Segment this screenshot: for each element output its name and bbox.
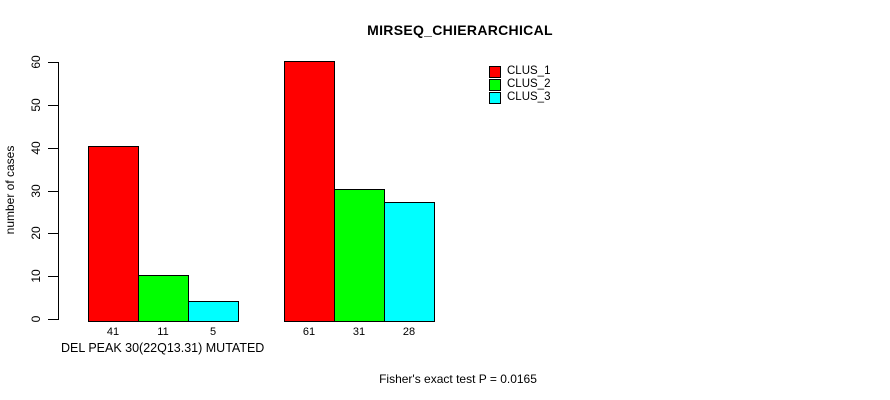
- bar-clus_1-group1: [88, 146, 139, 322]
- y-axis-tick: [48, 62, 58, 63]
- y-axis-tick: [48, 147, 58, 149]
- bar-value-label: 41: [106, 326, 120, 338]
- bar-clus_1-group2: [284, 60, 335, 322]
- y-axis-tick: [48, 190, 58, 192]
- y-axis-tick-label: 20: [29, 226, 43, 241]
- chart-title: MIRSEQ_CHIERARCHICAL: [367, 22, 553, 38]
- y-axis-tick: [48, 319, 58, 320]
- y-axis-tick-label: 30: [29, 183, 43, 198]
- legend-swatch-clus_2: [489, 78, 501, 91]
- bar-value-label: 61: [302, 326, 316, 338]
- y-axis-tick: [48, 276, 58, 278]
- legend-label: CLUS_1: [507, 65, 551, 77]
- y-axis-tick-label: 40: [29, 140, 43, 155]
- legend-item-clus_1: CLUS_1: [489, 65, 550, 78]
- bar-clus_3-group1: [188, 300, 239, 322]
- bar-clus_2-group1: [138, 274, 189, 322]
- bar-clus_2-group2: [334, 189, 385, 322]
- stats-annotation: Fisher's exact test P = 0.0165: [379, 372, 537, 386]
- legend-label: CLUS_3: [507, 91, 551, 103]
- bar-clus_3-group2: [384, 202, 435, 322]
- bar-value-label: 11: [157, 326, 169, 338]
- bar-value-label: 31: [352, 326, 366, 338]
- legend-label: CLUS_2: [507, 78, 551, 90]
- legend-swatch-clus_1: [489, 65, 501, 78]
- x-axis-label: DEL PEAK 30(22Q13.31) MUTATED: [61, 341, 265, 355]
- y-axis-tick-label: 60: [29, 55, 43, 69]
- y-axis-tick-label: 10: [29, 269, 43, 283]
- legend-swatch-clus_3: [489, 91, 501, 104]
- y-axis-tick-label: 0: [29, 315, 43, 323]
- bar-value-label: 5: [209, 326, 217, 338]
- legend-item-clus_2: CLUS_2: [489, 78, 550, 91]
- legend: CLUS_1 CLUS_2 CLUS_3: [489, 65, 550, 104]
- y-axis-tick: [48, 104, 58, 106]
- y-axis-tick: [48, 233, 58, 235]
- bar-value-label: 28: [402, 326, 416, 338]
- legend-item-clus_3: CLUS_3: [489, 91, 550, 104]
- y-axis-tick-label: 50: [29, 98, 43, 112]
- y-axis-line: [58, 62, 59, 320]
